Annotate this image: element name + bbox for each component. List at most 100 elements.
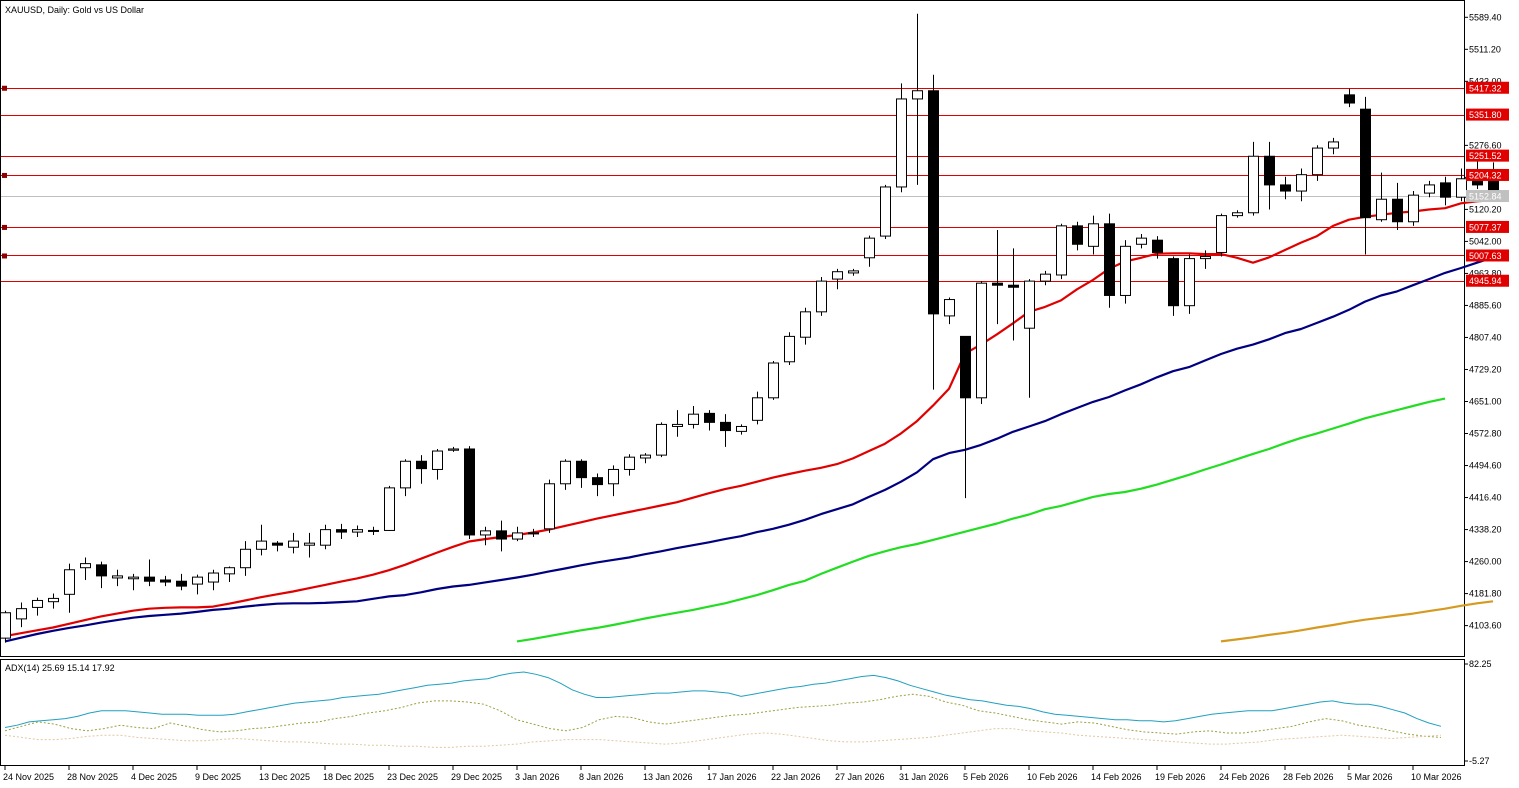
candle-body-down	[720, 421, 731, 432]
level-badge-label: 5007.63	[1469, 251, 1502, 261]
candle	[352, 525, 363, 538]
candle-body-down	[1440, 182, 1451, 198]
adx-tick-label: 82.25	[1469, 659, 1492, 669]
candle	[704, 410, 715, 431]
moving-average-0	[4, 199, 1494, 638]
candle	[1296, 168, 1307, 202]
level-badge-label: 5077.37	[1469, 222, 1502, 232]
candle	[512, 526, 523, 542]
candle-body-up	[1248, 155, 1259, 214]
candle-body-up	[240, 548, 251, 569]
date-tick-label: 31 Jan 2026	[899, 772, 949, 782]
moving-average-1	[4, 256, 1494, 643]
candle-body-up	[624, 456, 635, 470]
candle	[1216, 213, 1227, 257]
candle	[1072, 221, 1083, 251]
candle	[1152, 236, 1163, 259]
candle	[32, 597, 43, 616]
date-tick-label: 17 Jan 2026	[707, 772, 757, 782]
candle	[880, 184, 891, 239]
level-badge-label: 4945.94	[1469, 276, 1502, 286]
candle	[192, 574, 203, 595]
candle-body-up	[816, 280, 827, 313]
candle	[448, 446, 459, 452]
price-tick-label: 4651.00	[1469, 396, 1502, 406]
price-tick-label: 4729.20	[1469, 364, 1502, 374]
level-anchor-4[interactable]	[2, 224, 7, 230]
candle	[224, 566, 235, 583]
candle	[1088, 215, 1099, 255]
horizontal-levels-layer	[1, 85, 1464, 282]
candle	[752, 391, 763, 425]
candle	[768, 360, 779, 400]
candle-body-up	[1200, 256, 1211, 260]
candle-body-up	[1024, 280, 1035, 329]
candle	[1280, 176, 1291, 200]
candle-body-up	[0, 612, 11, 639]
indicator-frame	[0, 659, 1465, 766]
candle-body-up	[512, 532, 523, 540]
candle	[1424, 180, 1435, 198]
price-tick-label: 5120.20	[1469, 204, 1502, 214]
candle	[800, 307, 811, 345]
date-tick-label: 5 Mar 2026	[1347, 772, 1393, 782]
candle-body-down	[992, 282, 1003, 286]
candle-body-up	[448, 448, 459, 451]
candle-body-down	[592, 477, 603, 486]
level-anchor-5[interactable]	[2, 253, 7, 259]
candle-body-up	[976, 282, 987, 399]
candle-body-up	[800, 311, 811, 338]
candle	[960, 335, 971, 499]
date-tick-label: 10 Feb 2026	[1027, 772, 1078, 782]
level-badge-label: 5351.80	[1469, 110, 1502, 120]
level-anchor-3[interactable]	[2, 172, 7, 178]
price-tick-label: 4963.80	[1469, 268, 1502, 278]
candle	[592, 473, 603, 497]
candle	[240, 541, 251, 576]
candle-body-up	[208, 572, 219, 583]
price-tick-label: 5511.20	[1469, 44, 1501, 54]
price-tick-label: 4885.60	[1469, 300, 1502, 310]
candle-body-up	[640, 454, 651, 459]
candle	[1232, 210, 1243, 218]
candle-body-up	[16, 608, 27, 620]
candle	[656, 422, 667, 458]
candle-body-up	[1424, 184, 1435, 194]
price-tick-label: 4807.40	[1469, 332, 1502, 342]
candle	[816, 277, 827, 316]
adx-layer: 82.25 -5.27	[4, 659, 1492, 766]
candle-body-up	[256, 540, 267, 550]
candle-body-up	[384, 487, 395, 531]
candle-body-up	[944, 299, 955, 317]
candle	[288, 532, 299, 554]
price-tick-label: 4181.80	[1469, 589, 1502, 599]
candle	[832, 268, 843, 290]
date-tick-label: 5 Feb 2026	[963, 772, 1009, 782]
moving-averages-layer	[4, 199, 1494, 643]
date-tick-label: 10 Mar 2026	[1411, 772, 1462, 782]
candle	[896, 83, 907, 193]
candle-body-up	[752, 397, 763, 421]
candle-body-down	[1104, 223, 1115, 296]
candle	[128, 573, 139, 591]
candle-body-up	[848, 270, 859, 274]
candle	[80, 557, 91, 580]
level-anchor-0[interactable]	[2, 85, 7, 91]
candle-body-down	[464, 448, 475, 536]
candle-body-up	[320, 529, 331, 546]
candle	[1120, 240, 1131, 304]
indicator-title: ADX(14) 25.69 15.14 17.92	[5, 663, 115, 673]
candle	[576, 459, 587, 488]
candle-body-down	[96, 564, 107, 577]
candle	[272, 541, 283, 552]
adx-series-0	[4, 671, 1442, 728]
candle	[208, 569, 219, 591]
candle	[112, 569, 123, 587]
candle-body-up	[480, 530, 491, 536]
candle-body-up	[192, 576, 203, 585]
candle-body-up	[80, 563, 91, 569]
candle	[1168, 256, 1179, 316]
candle-body-up	[768, 362, 779, 399]
price-tick-label: 4494.60	[1469, 461, 1502, 471]
